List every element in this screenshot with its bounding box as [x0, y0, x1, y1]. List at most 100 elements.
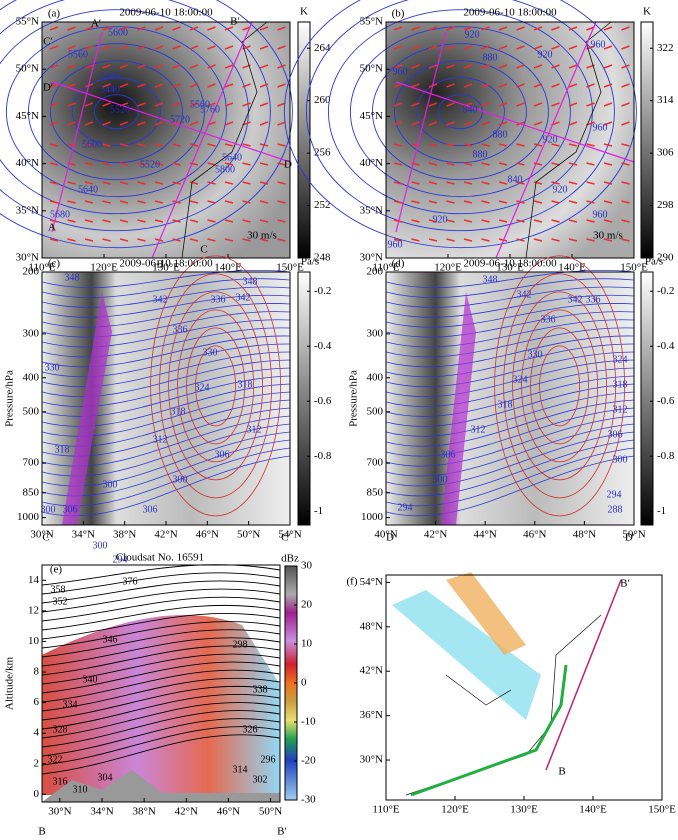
- wind-arrow: [603, 83, 613, 88]
- isentrope: [385, 391, 635, 437]
- wind-arrow: [428, 200, 438, 204]
- wind-arrow: [189, 219, 199, 223]
- wind-arrow: [463, 162, 473, 166]
- wind-arrow: [463, 121, 473, 126]
- wind-arrow: [154, 26, 164, 31]
- wind-arrow: [568, 143, 578, 147]
- colorbar-tick-label: 10: [301, 638, 313, 650]
- contour-line: [284, 0, 637, 249]
- isentrope: [41, 718, 281, 757]
- contour-label: 920: [553, 184, 568, 195]
- wind-arrow: [119, 121, 129, 126]
- colorbar-tick-label: 252: [314, 199, 331, 211]
- x-tick-label: 40°N: [374, 529, 397, 541]
- wind-arrow: [516, 102, 525, 107]
- wind-arrow: [463, 26, 473, 31]
- wind-arrow: [242, 162, 251, 166]
- annotation: C: [42, 532, 49, 544]
- contour-label: 298: [233, 639, 248, 650]
- contour-label: 880: [493, 129, 508, 140]
- wind-arrow: [207, 238, 216, 242]
- wind-arrow: [586, 181, 595, 185]
- x-tick-label: 110°E: [372, 262, 399, 274]
- wind-arrow: [137, 219, 146, 223]
- wind-arrow: [154, 219, 164, 223]
- wind-arrow: [137, 102, 146, 107]
- wind-arrow: [49, 181, 59, 185]
- isentrope: [41, 311, 291, 338]
- annotation: 30 m/s: [593, 230, 623, 242]
- wind-arrow: [551, 200, 560, 204]
- wind-arrow: [67, 200, 76, 204]
- wind-arrow: [84, 238, 94, 242]
- rh-contour: [512, 291, 607, 481]
- wind-arrow: [207, 26, 216, 31]
- y-tick-label: 55°N: [16, 16, 39, 28]
- contour-label: 318: [238, 379, 253, 390]
- colorbar-tick-label: -0.4: [657, 340, 675, 352]
- wind-arrow: [446, 121, 455, 126]
- x-tick-label: 54°N: [278, 529, 301, 541]
- rh-contour: [530, 327, 589, 445]
- wind-arrow: [463, 200, 473, 204]
- contour-label: 336: [541, 314, 556, 325]
- wind-arrow: [259, 83, 269, 88]
- isentrope: [41, 572, 281, 595]
- wind-arrow: [49, 219, 59, 223]
- wind-arrow: [498, 26, 508, 31]
- wind-arrow: [498, 143, 508, 147]
- wind-arrow: [498, 121, 508, 126]
- annotation: 30 m/s: [247, 230, 277, 242]
- rh-contour: [186, 327, 246, 445]
- isentrope: [385, 455, 635, 517]
- panel-label: (c): [48, 258, 61, 270]
- y-tick-label: 40°N: [16, 157, 39, 169]
- wind-arrow: [621, 143, 630, 147]
- y-tick-label: 30°N: [360, 754, 383, 766]
- contour-label: 960: [593, 122, 608, 133]
- wind-arrow: [154, 102, 164, 107]
- y-tick-label: 10: [28, 635, 40, 647]
- contour-label: 5760: [200, 104, 220, 115]
- wind-arrow: [189, 143, 199, 147]
- contour-label: 336: [173, 324, 188, 335]
- wind-arrow: [137, 162, 146, 166]
- track: [545, 579, 622, 771]
- wind-arrow: [428, 64, 438, 69]
- wind-arrow: [224, 238, 234, 242]
- contour-label: 300: [41, 504, 56, 515]
- contour-label: 348: [65, 272, 80, 283]
- x-tick-label: 46°N: [217, 806, 240, 818]
- wind-arrow: [516, 162, 525, 166]
- wind-arrow: [102, 26, 111, 31]
- colorbar-tick-label: -0.6: [314, 395, 332, 407]
- wind-arrow: [137, 45, 146, 50]
- contour-label: 960: [591, 39, 606, 50]
- y-tick-label: 200: [23, 266, 40, 278]
- wind-arrow: [137, 121, 146, 126]
- annotation: B′: [230, 16, 240, 28]
- wind-arrow: [393, 219, 403, 223]
- isentrope: [41, 588, 281, 613]
- contour-label: 312: [613, 404, 628, 415]
- coastline: [525, 21, 612, 259]
- contour-label: 342: [236, 292, 251, 303]
- isentrope: [41, 399, 291, 447]
- contour-line: [393, 60, 527, 164]
- wind-arrow: [568, 181, 578, 185]
- wind-arrow: [411, 102, 420, 107]
- contour-label: 5520: [110, 104, 130, 115]
- wind-arrow: [224, 181, 234, 185]
- contour-label: 310: [73, 784, 88, 795]
- contour-label: 880: [473, 149, 488, 160]
- y-tick-label: 300: [367, 327, 384, 339]
- wind-arrow: [242, 200, 251, 204]
- wind-arrow: [446, 26, 455, 31]
- wind-arrow: [411, 26, 420, 31]
- contour-label: 312: [471, 424, 486, 435]
- isentrope: [41, 343, 291, 378]
- section-line: [51, 21, 291, 259]
- wind-arrow: [428, 181, 438, 185]
- y-tick-label: 2: [34, 757, 40, 769]
